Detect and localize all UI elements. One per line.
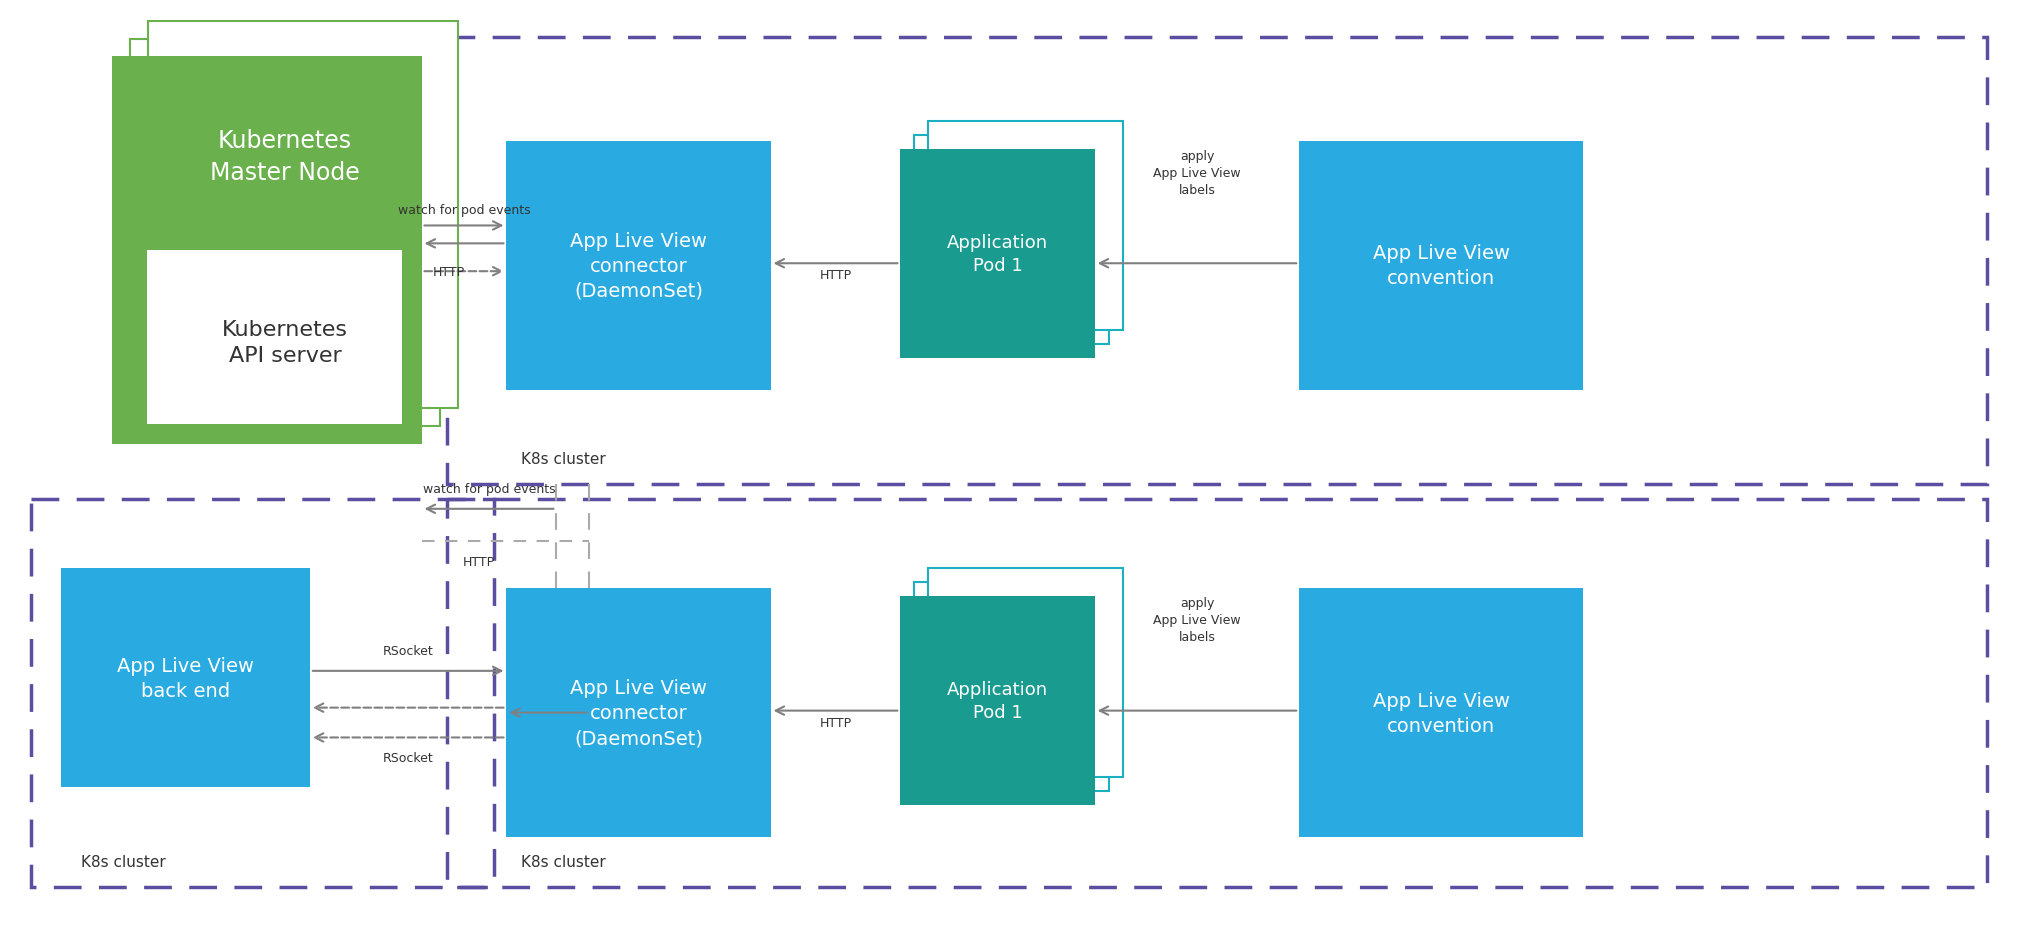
Bar xyxy=(914,136,1108,345)
Text: App Live View
convention: App Live View convention xyxy=(1373,691,1510,735)
Bar xyxy=(447,500,1988,886)
Bar xyxy=(1300,142,1583,390)
Text: HTTP: HTTP xyxy=(463,555,495,568)
Bar xyxy=(928,569,1122,778)
Bar xyxy=(1300,588,1583,837)
Bar xyxy=(447,37,1988,485)
Text: App Live View
convention: App Live View convention xyxy=(1373,244,1510,288)
Text: RSocket: RSocket xyxy=(382,751,433,764)
Text: apply
App Live View
labels: apply App Live View labels xyxy=(1153,149,1242,197)
Text: watch for pod events: watch for pod events xyxy=(423,483,556,495)
Bar xyxy=(506,142,770,390)
Text: HTTP: HTTP xyxy=(433,266,465,278)
Text: Kubernetes
API server: Kubernetes API server xyxy=(222,319,348,366)
Text: HTTP: HTTP xyxy=(819,268,851,282)
Bar xyxy=(928,122,1122,330)
Text: App Live View
connector
(DaemonSet): App Live View connector (DaemonSet) xyxy=(570,231,708,301)
Bar xyxy=(900,597,1094,805)
Text: RSocket: RSocket xyxy=(382,645,433,657)
Text: K8s cluster: K8s cluster xyxy=(522,854,607,869)
Bar xyxy=(131,40,439,426)
Text: App Live View
connector
(DaemonSet): App Live View connector (DaemonSet) xyxy=(570,679,708,747)
Bar xyxy=(900,149,1094,358)
Text: Kubernetes
Master Node: Kubernetes Master Node xyxy=(210,129,360,185)
Text: K8s cluster: K8s cluster xyxy=(522,451,607,466)
Bar xyxy=(148,251,402,425)
Text: apply
App Live View
labels: apply App Live View labels xyxy=(1153,597,1242,644)
Bar xyxy=(914,583,1108,791)
Text: Application
Pod 1: Application Pod 1 xyxy=(946,680,1047,722)
Text: K8s cluster: K8s cluster xyxy=(81,854,166,869)
Text: App Live View
back end: App Live View back end xyxy=(117,656,255,700)
Bar xyxy=(61,569,309,787)
Bar xyxy=(148,22,457,409)
Bar xyxy=(30,500,495,886)
Bar xyxy=(113,57,423,445)
Text: Application
Pod 1: Application Pod 1 xyxy=(946,233,1047,275)
Bar xyxy=(506,588,770,837)
Text: watch for pod events: watch for pod events xyxy=(398,204,530,216)
Text: HTTP: HTTP xyxy=(819,716,851,729)
